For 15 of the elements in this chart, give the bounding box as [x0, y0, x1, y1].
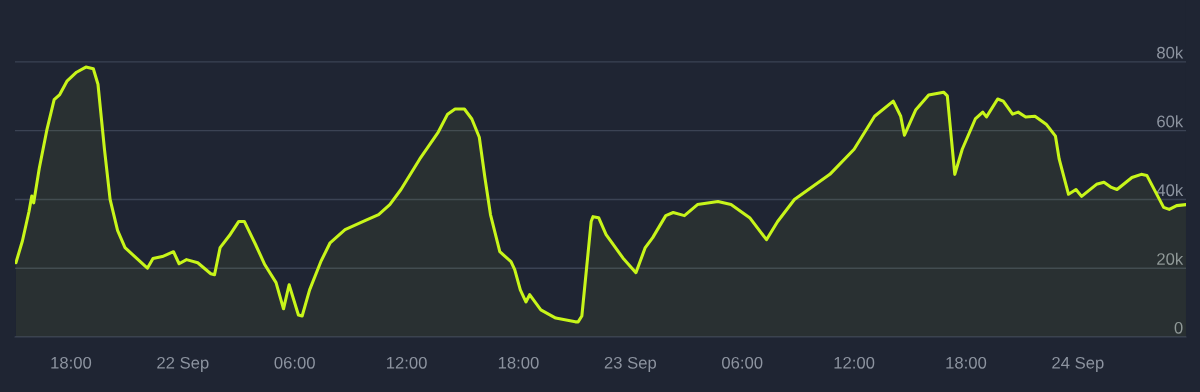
- x-tick-label: 06:00: [274, 356, 315, 369]
- x-tick-label: 18:00: [51, 356, 92, 369]
- y-tick-label: 80k: [1157, 46, 1184, 59]
- y-tick-label: 60k: [1157, 115, 1184, 128]
- x-tick-label: 24 Sep: [1052, 356, 1104, 372]
- y-tick-label: 20k: [1157, 252, 1184, 265]
- x-tick-label: 18:00: [498, 356, 539, 369]
- x-tick-label: 12:00: [834, 356, 875, 369]
- x-tick-label: 12:00: [387, 356, 427, 369]
- x-tick-label: 18:00: [946, 356, 987, 369]
- x-tick-label: 22 Sep: [157, 356, 209, 372]
- y-tick-label: 40k: [1156, 183, 1184, 197]
- x-tick-label: 23 Sep: [604, 356, 657, 372]
- y-tick-label: 0: [1174, 321, 1183, 334]
- x-tick-label: 06:00: [722, 356, 763, 369]
